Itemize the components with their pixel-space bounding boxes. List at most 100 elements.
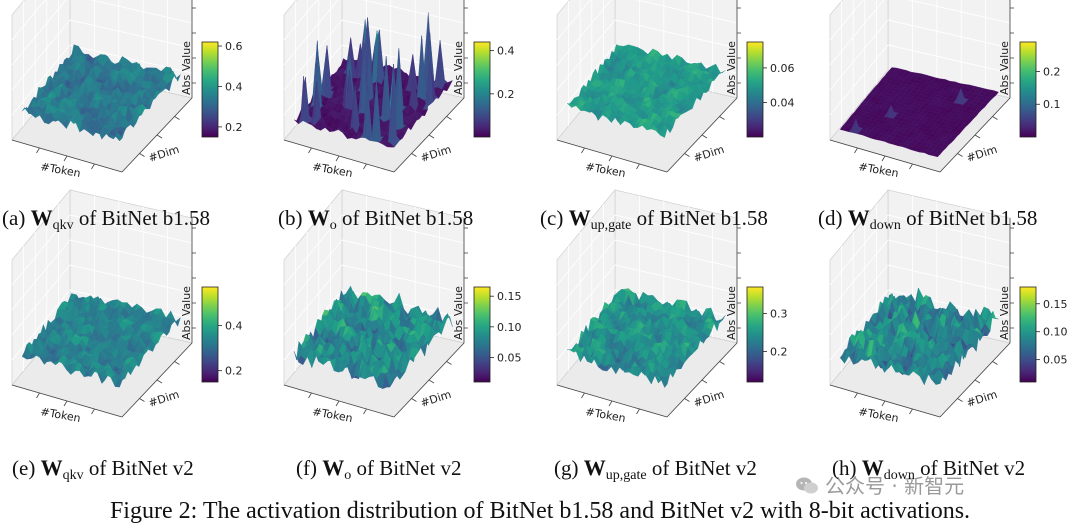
- grid-line: [614, 264, 738, 294]
- grid-lines: [283, 0, 465, 126]
- subfigure-caption: (c) Wup,gate of BitNet b1.58: [540, 205, 768, 234]
- y-tick: [992, 116, 998, 120]
- caption-weight: W: [583, 455, 606, 480]
- surface-plot: #Token #Dim Abs Value 0.2 0.4: [283, 0, 515, 180]
- z-axis-label: Abs Value: [998, 286, 1011, 340]
- x-tick: [881, 400, 886, 407]
- grid-line: [341, 214, 465, 244]
- caption-subscript: down: [883, 468, 915, 483]
- colorbar: [201, 41, 219, 138]
- grid-line: [283, 0, 318, 41]
- grid-line: [283, 44, 343, 116]
- z-axis-label: Abs Value: [180, 41, 193, 95]
- grid-line: [887, 239, 1011, 269]
- grid-line: [556, 44, 616, 116]
- z-axis-label: Abs Value: [725, 41, 738, 95]
- x-tick: [63, 155, 68, 162]
- x-tick: [909, 408, 913, 415]
- y-tick: [684, 153, 690, 157]
- grid-line: [283, 214, 343, 286]
- surface-cell: [114, 132, 123, 142]
- grid-line: [11, 214, 71, 286]
- x-tick: [308, 147, 312, 154]
- x-tick: [335, 400, 340, 407]
- colorbar: [746, 41, 764, 138]
- x-tick: [608, 155, 613, 162]
- y-tick: [411, 398, 417, 402]
- colorbar-tick-label: 0.6: [225, 40, 243, 53]
- x-tick: [63, 400, 68, 407]
- z-axis-label: Abs Value: [725, 286, 738, 340]
- surface-plot: #Token #Dim Abs Value 0.05 0.10 0.15: [283, 189, 522, 425]
- colorbar-tick-label: 0.1: [1043, 98, 1061, 111]
- y-axis-label: #Dim: [965, 388, 999, 410]
- grid-line: [556, 214, 616, 286]
- colorbar: [1019, 41, 1037, 138]
- caption-model: of BitNet b1.58: [336, 206, 474, 230]
- caption-weight: W: [307, 205, 330, 230]
- y-axis-label: #Dim: [965, 143, 999, 165]
- x-tick: [854, 147, 858, 154]
- grid-line: [556, 0, 612, 66]
- grid-line: [887, 214, 1011, 244]
- grid-line: [283, 0, 339, 66]
- caption-subscript: up,gate: [590, 218, 632, 233]
- caption-subscript: up,gate: [605, 468, 647, 483]
- watermark-text: 公众号 · 新智元: [825, 474, 965, 498]
- y-axis-label: #Dim: [419, 388, 453, 410]
- x-axis-label: #Token: [584, 160, 626, 180]
- grid-line: [11, 19, 71, 91]
- y-tick: [446, 361, 452, 365]
- x-axis-label: #Token: [584, 405, 626, 425]
- grid-line: [829, 289, 889, 361]
- y-tick: [139, 153, 145, 157]
- grid-line: [11, 44, 71, 116]
- surface-mesh: [293, 12, 453, 148]
- subfigure-caption: (f) Wo of BitNet v2: [296, 455, 461, 484]
- grid-line: [556, 19, 616, 91]
- grid-line: [69, 214, 193, 244]
- grid-line: [887, 264, 1011, 294]
- grid-line: [11, 0, 46, 41]
- chart-panel: #Token #Dim Abs Value 0.1 0.2: [818, 0, 1080, 200]
- grid-line: [829, 264, 889, 336]
- colorbar-tick-label: 0.3: [770, 308, 788, 321]
- x-tick: [36, 147, 40, 154]
- chart-panel: #Token #Dim Abs Value 0.2 0.4: [272, 0, 542, 200]
- x-tick: [881, 155, 886, 162]
- caption-letter: (d): [818, 206, 848, 230]
- x-tick: [636, 408, 640, 415]
- y-tick: [684, 398, 690, 402]
- grid-line: [69, 44, 193, 74]
- grid-line: [11, 289, 71, 361]
- colorbar: [473, 286, 491, 383]
- caption-weight: W: [568, 205, 591, 230]
- y-axis-label: #Dim: [419, 143, 453, 165]
- caption-model: of BitNet v2: [914, 456, 1026, 480]
- wechat-icon: [796, 477, 818, 494]
- x-tick: [581, 392, 585, 399]
- grid-line: [283, 264, 343, 336]
- colorbar-tick-label: 0.2: [225, 121, 243, 134]
- grid-line: [283, 19, 343, 91]
- x-axis-label: #Token: [311, 160, 353, 180]
- surface-plot: #Token #Dim Abs Value 0.2 0.4 0.6: [11, 0, 243, 180]
- x-tick: [308, 392, 312, 399]
- x-axis-label: #Token: [39, 160, 81, 180]
- subfigure-caption: (b) Wo of BitNet b1.58: [278, 205, 473, 234]
- y-tick: [701, 379, 708, 384]
- colorbar-tick-label: 0.4: [225, 80, 243, 93]
- subfigure-caption: (a) Wqkv of BitNet b1.58: [2, 205, 210, 234]
- caption-weight: W: [40, 455, 63, 480]
- y-tick: [719, 116, 725, 120]
- colorbar-tick-label: 0.05: [1043, 354, 1068, 367]
- caption-letter: (c): [540, 206, 569, 230]
- grid-lines: [829, 0, 1011, 126]
- surface-plot: #Token #Dim Abs Value 0.05 0.10 0.15: [829, 189, 1068, 425]
- y-tick: [428, 134, 435, 139]
- x-tick: [608, 400, 613, 407]
- surface-cell: [932, 379, 941, 385]
- caption-weight: W: [30, 205, 53, 230]
- colorbar-tick-label: 0.2: [225, 365, 243, 378]
- grid-line: [614, 239, 738, 269]
